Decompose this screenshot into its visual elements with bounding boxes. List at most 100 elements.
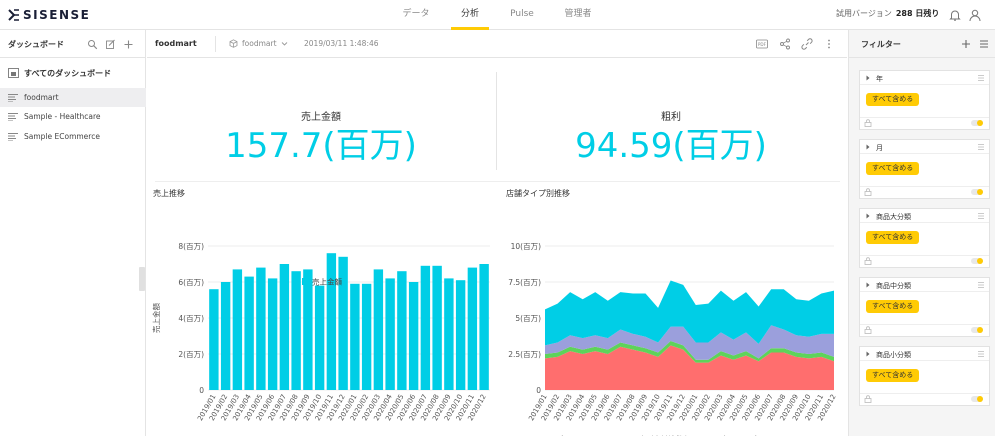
filter-card[interactable]: 商品中分類すべて含める [859,277,990,337]
bar[interactable] [314,285,325,390]
filter-menu-icon[interactable] [977,143,985,151]
add-icon[interactable] [123,39,134,50]
filter-toggle[interactable] [971,396,983,402]
bar[interactable] [303,269,313,390]
kpi-divider [496,72,497,170]
filter-toggle[interactable] [971,258,983,264]
all-dashboards-folder[interactable]: すべてのダッシュボード [0,64,146,82]
pdf-icon[interactable]: PDF [756,38,768,50]
bar[interactable] [432,265,442,390]
tab-admin[interactable]: 管理者 [564,9,592,19]
bar[interactable] [420,265,431,390]
area-series[interactable] [545,325,834,360]
bar[interactable] [232,269,243,390]
tab-analytics[interactable]: 分析 [451,0,489,30]
lock-icon[interactable] [864,395,872,403]
bar[interactable] [291,271,301,390]
filter-toggle[interactable] [971,327,983,333]
tab-pulse[interactable]: Pulse [510,9,534,19]
last-updated: 2019/03/11 1:48:46 [304,39,379,48]
bar[interactable] [350,283,360,390]
lock-icon[interactable] [864,326,872,334]
lock-icon[interactable] [864,119,872,127]
include-all-pill[interactable]: すべて含める [866,93,920,106]
search-icon[interactable] [87,39,98,50]
include-all-pill[interactable]: すべて含める [866,231,920,244]
menu-icon[interactable] [979,39,989,49]
caret-right-icon[interactable] [865,282,871,288]
lock-icon[interactable] [864,257,872,265]
area-series[interactable] [545,341,834,363]
filter-card[interactable]: 年すべて含める [859,70,990,130]
bar[interactable] [256,267,266,390]
bar[interactable] [385,278,395,390]
bar[interactable] [326,253,337,390]
include-all-pill[interactable]: すべて含める [866,162,920,175]
area-series[interactable] [545,345,834,390]
filter-header[interactable]: 商品中分類 [860,278,989,292]
add-filter-icon[interactable] [961,39,971,49]
sidebar-header: ダッシュボード [0,30,145,58]
y-tick-label: 2.5(百万) [508,350,541,359]
cube-icon [229,39,238,48]
filter-menu-icon[interactable] [977,281,985,289]
bar[interactable] [244,276,254,390]
filter-name: 商品中分類 [876,282,911,290]
bell-icon[interactable] [948,8,962,22]
filter-name: 年 [876,75,883,83]
sisense-logo[interactable]: SISENSE [8,6,90,24]
filter-menu-icon[interactable] [977,74,985,82]
more-icon[interactable] [823,38,835,50]
bar[interactable] [444,278,454,390]
datasource-selector[interactable]: foodmart [229,39,288,48]
filter-menu-icon[interactable] [977,212,985,220]
bar[interactable] [209,289,219,390]
caret-right-icon[interactable] [865,75,871,81]
bar[interactable] [267,278,278,390]
filter-toggle[interactable] [971,189,983,195]
bar[interactable] [397,271,407,390]
dashboard-icon [8,113,18,121]
area-series[interactable] [545,280,834,346]
trial-status: 試用バージョン 288 日残り [836,8,939,19]
bar[interactable] [455,280,466,390]
y-tick-label: 0 [536,386,541,395]
bar[interactable] [479,264,489,390]
y-tick-label: 0 [199,386,204,395]
folder-icon [8,68,19,78]
bar[interactable] [220,282,231,390]
sidebar-resize-handle[interactable] [139,267,145,291]
caret-right-icon[interactable] [865,144,871,150]
filter-menu-icon[interactable] [977,350,985,358]
filter-toggle[interactable] [971,120,983,126]
share-icon[interactable] [779,38,791,50]
store-type-area-chart[interactable]: 02.5(百万)5(百万)7.5(百万)10(百万)2019/012019/02… [497,202,847,436]
caret-right-icon[interactable] [865,213,871,219]
all-dashboards-label: すべてのダッシュボード [24,69,112,78]
caret-right-icon[interactable] [865,351,871,357]
include-all-pill[interactable]: すべて含める [866,369,920,382]
bar[interactable] [467,267,478,390]
bar[interactable] [279,264,290,390]
dashboard-item-ecommerce[interactable]: Sample ECommerce [0,127,146,146]
filter-card[interactable]: 月すべて含める [859,139,990,199]
lock-icon[interactable] [864,188,872,196]
bar[interactable] [338,256,348,390]
filter-card[interactable]: 商品小分類すべて含める [859,346,990,406]
filter-header[interactable]: 年 [860,71,989,85]
edit-icon[interactable] [105,39,116,50]
dashboard-item-foodmart[interactable]: foodmart [0,88,146,107]
bar[interactable] [373,269,384,390]
include-all-pill[interactable]: すべて含める [866,300,920,313]
filter-header[interactable]: 月 [860,140,989,154]
link-icon[interactable] [801,38,813,50]
user-icon[interactable] [968,8,982,22]
bar[interactable] [361,283,372,390]
filter-card[interactable]: 商品大分類すべて含める [859,208,990,268]
sales-bar-chart[interactable]: 02(百万)4(百万)6(百万)8(百万)売上金額2019/012019/022… [147,202,495,436]
filter-header[interactable]: 商品小分類 [860,347,989,361]
tab-data[interactable]: データ [402,9,430,19]
dashboard-item-healthcare[interactable]: Sample - Healthcare [0,107,146,126]
bar[interactable] [408,282,419,390]
filter-header[interactable]: 商品大分類 [860,209,989,223]
